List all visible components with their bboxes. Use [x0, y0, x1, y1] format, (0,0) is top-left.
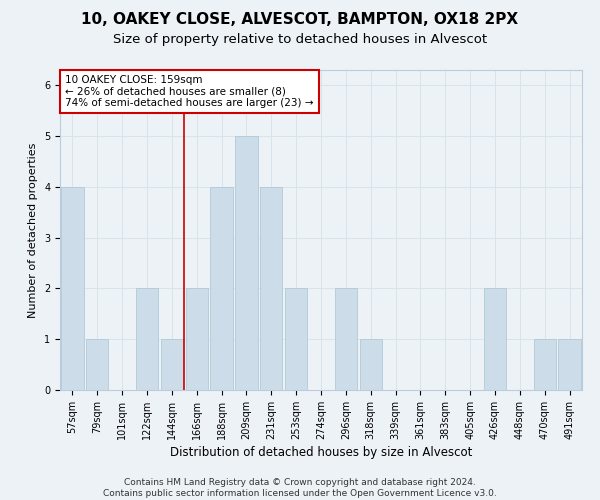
Bar — [235, 136, 257, 390]
Y-axis label: Number of detached properties: Number of detached properties — [28, 142, 38, 318]
Text: 10 OAKEY CLOSE: 159sqm
← 26% of detached houses are smaller (8)
74% of semi-deta: 10 OAKEY CLOSE: 159sqm ← 26% of detached… — [65, 75, 314, 108]
Bar — [161, 339, 183, 390]
Bar — [335, 288, 357, 390]
Bar — [211, 187, 233, 390]
Bar — [533, 339, 556, 390]
Text: Contains HM Land Registry data © Crown copyright and database right 2024.
Contai: Contains HM Land Registry data © Crown c… — [103, 478, 497, 498]
Bar — [260, 187, 283, 390]
Bar — [359, 339, 382, 390]
Bar — [285, 288, 307, 390]
Bar — [136, 288, 158, 390]
Bar — [185, 288, 208, 390]
Text: 10, OAKEY CLOSE, ALVESCOT, BAMPTON, OX18 2PX: 10, OAKEY CLOSE, ALVESCOT, BAMPTON, OX18… — [82, 12, 518, 28]
Bar — [484, 288, 506, 390]
Bar — [559, 339, 581, 390]
X-axis label: Distribution of detached houses by size in Alvescot: Distribution of detached houses by size … — [170, 446, 472, 459]
Bar — [86, 339, 109, 390]
Text: Size of property relative to detached houses in Alvescot: Size of property relative to detached ho… — [113, 32, 487, 46]
Bar — [61, 187, 83, 390]
